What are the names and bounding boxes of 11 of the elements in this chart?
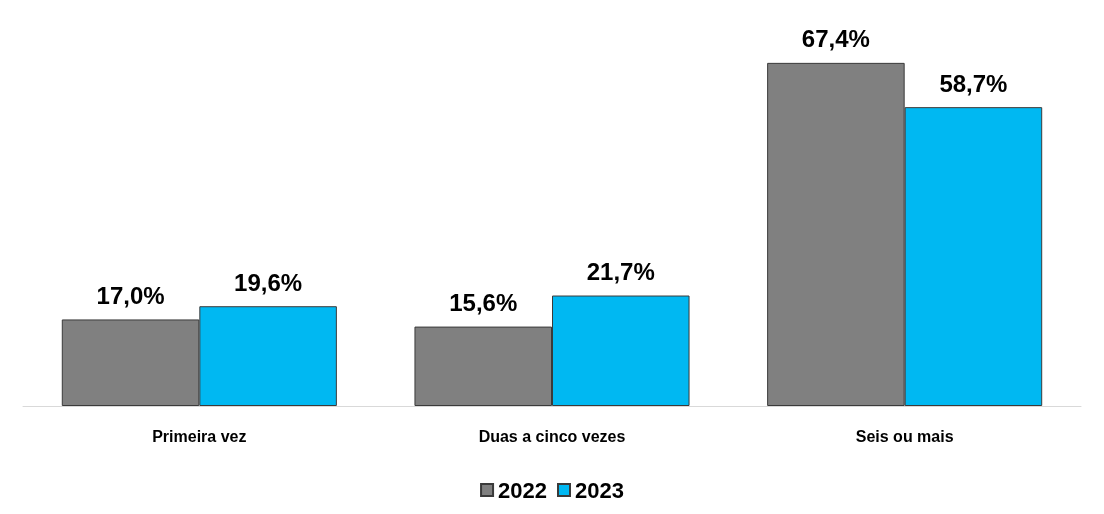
data-label: 58,7%	[939, 69, 1008, 97]
legend-label: 2023	[575, 477, 624, 503]
x-tick-label: Seis ou mais	[855, 427, 954, 445]
legend-label: 2022	[498, 477, 548, 503]
data-label: 19,6%	[234, 268, 303, 296]
x-tick-label: Duas a cinco vezes	[478, 427, 626, 445]
x-tick-label: Primeira vez	[152, 427, 247, 445]
data-label: 21,7%	[586, 258, 655, 286]
data-label: 15,6%	[449, 289, 518, 317]
data-label: 17,0%	[96, 281, 165, 309]
data-label: 67,4%	[801, 25, 870, 53]
